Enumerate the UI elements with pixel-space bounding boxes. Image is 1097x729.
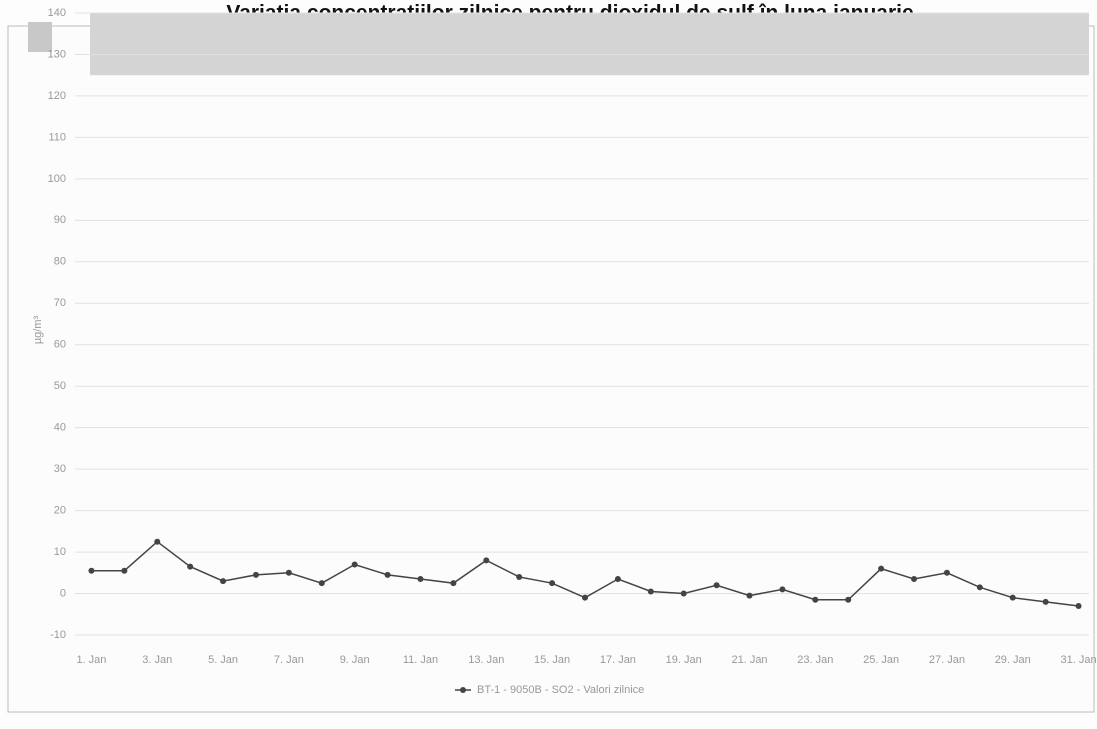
y-tick-label: 50 — [54, 380, 66, 392]
data-point — [812, 596, 819, 603]
data-point — [680, 590, 687, 597]
data-point — [878, 565, 885, 572]
data-point — [1075, 602, 1082, 609]
x-tick-label: 31. Jan — [1061, 654, 1097, 666]
data-point — [845, 596, 852, 603]
x-tick-label: 1. Jan — [76, 654, 106, 666]
data-point — [713, 582, 720, 589]
data-point — [911, 576, 918, 583]
y-tick-label: 110 — [48, 131, 66, 143]
data-point — [417, 576, 424, 583]
y-tick-label: 120 — [48, 90, 66, 102]
y-tick-label: 60 — [54, 339, 66, 351]
y-tick-label: 70 — [54, 297, 66, 309]
x-tick-label: 9. Jan — [340, 654, 370, 666]
data-point — [549, 580, 556, 587]
x-tick-label: 21. Jan — [731, 654, 767, 666]
y-tick-label: 20 — [54, 505, 66, 517]
legend-label: BT-1 - 9050B - SO2 - Valori zilnice — [477, 684, 644, 696]
data-point — [483, 557, 490, 564]
y-tick-label: 100 — [48, 173, 66, 185]
x-tick-label: 7. Jan — [274, 654, 304, 666]
data-point — [220, 578, 227, 585]
legend-symbol — [460, 687, 466, 693]
y-tick-label: 30 — [54, 463, 66, 475]
data-point — [154, 538, 161, 545]
x-tick-label: 5. Jan — [208, 654, 238, 666]
data-point — [384, 571, 391, 578]
x-tick-label: 13. Jan — [468, 654, 504, 666]
data-point — [1009, 594, 1016, 601]
chart-frame — [7, 25, 1095, 713]
data-point — [252, 571, 259, 578]
x-tick-label: 3. Jan — [142, 654, 172, 666]
x-tick-label: 19. Jan — [666, 654, 702, 666]
x-tick-label: 25. Jan — [863, 654, 899, 666]
data-point — [779, 586, 786, 593]
x-tick-label: 15. Jan — [534, 654, 570, 666]
x-tick-label: 11. Jan — [403, 654, 438, 666]
data-point — [582, 594, 588, 601]
data-point — [121, 567, 128, 574]
y-axis-label: µg/m³ — [32, 315, 44, 344]
y-tick-label: 40 — [54, 422, 66, 434]
data-point — [1042, 598, 1049, 605]
data-point — [450, 580, 457, 587]
plot-band — [90, 13, 1089, 76]
y-tick-label: 0 — [60, 587, 66, 599]
x-tick-label: 29. Jan — [995, 654, 1031, 666]
y-tick-label: -10 — [50, 629, 66, 641]
data-point — [351, 561, 358, 568]
y-tick-label: 10 — [54, 546, 66, 558]
data-point — [285, 569, 292, 576]
data-point — [187, 563, 194, 570]
data-point — [647, 588, 654, 595]
menu-tab — [28, 22, 52, 52]
data-point — [516, 573, 523, 580]
y-tick-label: 140 — [48, 7, 66, 19]
data-point — [88, 567, 95, 574]
data-point — [746, 592, 753, 599]
data-point — [976, 584, 983, 591]
x-tick-label: 17. Jan — [600, 654, 636, 666]
y-tick-label: 80 — [54, 256, 66, 268]
x-tick-label: 23. Jan — [797, 654, 833, 666]
data-point — [943, 569, 950, 576]
x-tick-label: 27. Jan — [929, 654, 965, 666]
y-tick-label: 130 — [48, 48, 66, 60]
data-point — [318, 580, 325, 587]
y-tick-label: 90 — [54, 214, 66, 226]
data-point — [614, 576, 621, 583]
